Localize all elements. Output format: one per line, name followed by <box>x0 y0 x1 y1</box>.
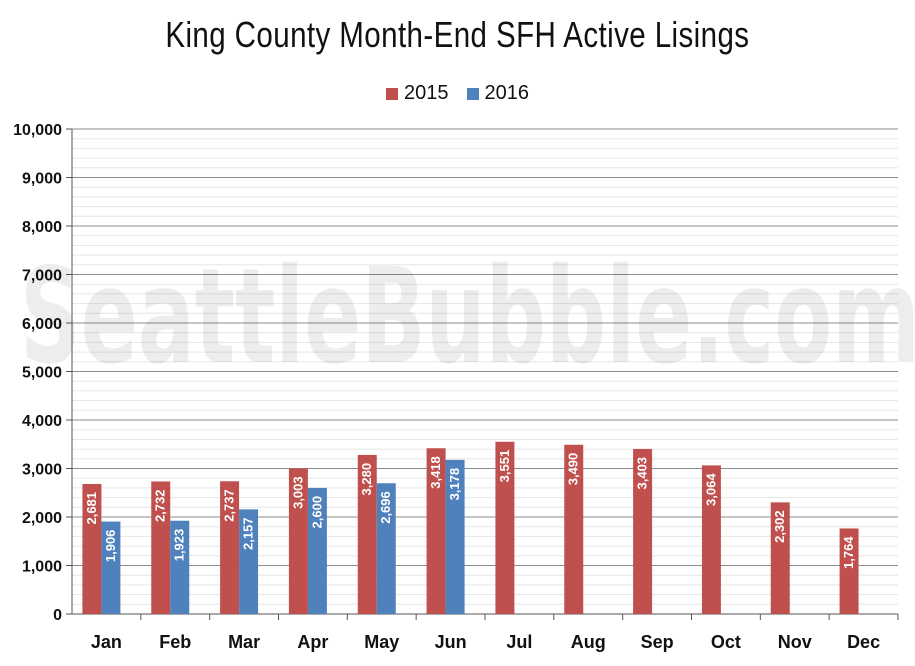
x-tick-label: Jun <box>435 632 467 652</box>
legend-swatch-2015 <box>386 87 398 100</box>
legend-swatch-2016 <box>466 87 479 100</box>
y-tick-label: 1,000 <box>22 559 62 576</box>
x-tick-label: Jul <box>506 632 532 652</box>
data-label-2016-apr: 2,600 <box>309 496 324 529</box>
bar-2015-jan <box>82 483 102 614</box>
chart-title: King County Month-End SFH Active Lisings <box>165 14 750 55</box>
bar-2015-aug <box>564 444 584 614</box>
bar-2015-jul <box>495 441 515 614</box>
bar-2015-oct <box>701 465 721 614</box>
y-tick-label: 4,000 <box>22 413 62 430</box>
data-label-2015-nov: 2,302 <box>772 510 787 543</box>
data-label-2016-may: 2,696 <box>378 491 393 524</box>
y-tick-label: 0 <box>53 607 62 624</box>
bar-2015-mar <box>220 481 240 614</box>
data-label-2015-dec: 1,764 <box>841 536 856 569</box>
bar-2015-feb <box>151 481 171 614</box>
y-tick-label: 5,000 <box>22 365 62 382</box>
data-label-2016-jan: 1,906 <box>103 530 118 563</box>
y-tick-label: 9,000 <box>22 171 62 188</box>
data-label-2015-feb: 2,732 <box>153 489 168 522</box>
bar-2015-may <box>357 454 377 614</box>
y-tick-label: 10,000 <box>13 122 62 139</box>
x-tick-label: Oct <box>711 632 741 652</box>
y-tick-label: 6,000 <box>22 316 62 333</box>
watermark-text: SeattleBubble.com <box>20 240 915 394</box>
x-tick-label: Sep <box>641 632 674 652</box>
legend-label-2015: 2015 <box>404 82 449 104</box>
y-tick-label: 8,000 <box>22 219 62 236</box>
legend-label-2016: 2016 <box>484 82 530 104</box>
x-tick-label: Aug <box>571 632 606 652</box>
bar-2016-jan <box>101 521 121 614</box>
x-tick-label: Dec <box>847 632 880 652</box>
bar-2015-sep <box>633 448 653 614</box>
data-label-2015-sep: 3,403 <box>635 457 650 490</box>
bar-2016-feb <box>170 520 190 614</box>
bar-2015-nov <box>770 502 790 614</box>
bar-2015-dec <box>839 528 859 614</box>
x-tick-label: May <box>364 632 399 652</box>
x-tick-label: Apr <box>297 632 328 652</box>
x-tick-label: Jan <box>91 632 122 652</box>
x-tick-label: Nov <box>778 632 812 652</box>
bar-2016-jun <box>445 459 465 614</box>
chart-legend: 2015 2016 <box>0 82 915 105</box>
data-label-2015-jan: 2,681 <box>84 492 99 525</box>
legend-item-2015: 2015 <box>386 82 449 105</box>
data-label-2015-apr: 3,003 <box>290 476 305 509</box>
legend-item-2016: 2016 <box>466 82 530 105</box>
data-label-2015-aug: 3,490 <box>566 453 581 486</box>
bar-2015-jun <box>426 448 446 614</box>
data-label-2015-jun: 3,418 <box>428 456 443 489</box>
bar-2016-mar <box>239 509 259 614</box>
bar-2015-apr <box>288 468 308 614</box>
data-label-2015-jul: 3,551 <box>497 450 512 483</box>
data-label-2015-may: 3,280 <box>359 463 374 496</box>
y-tick-label: 3,000 <box>22 462 62 479</box>
data-label-2016-feb: 1,923 <box>172 529 187 562</box>
y-tick-label: 2,000 <box>22 510 62 527</box>
data-label-2016-mar: 2,157 <box>241 517 256 550</box>
y-tick-label: 7,000 <box>22 268 62 285</box>
bar-2016-apr <box>307 487 327 614</box>
data-label-2015-oct: 3,064 <box>703 473 718 506</box>
x-tick-label: Mar <box>228 632 260 652</box>
data-label-2016-jun: 3,178 <box>447 468 462 501</box>
bar-2016-may <box>376 483 396 614</box>
data-label-2015-mar: 2,737 <box>222 489 237 522</box>
x-tick-label: Feb <box>159 632 191 652</box>
